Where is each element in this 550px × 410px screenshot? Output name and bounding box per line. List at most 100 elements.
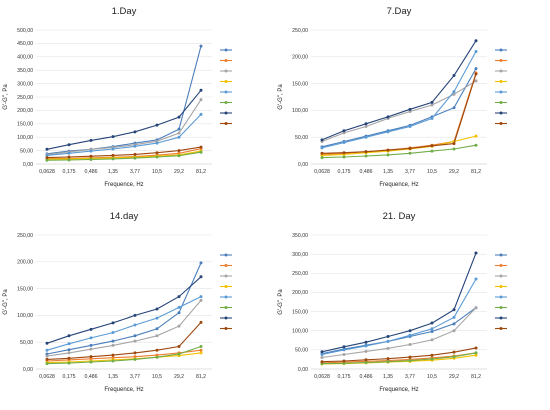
x-tick-label: 3,77 xyxy=(405,374,415,380)
series-line xyxy=(321,307,477,355)
chart-title: 21. Day xyxy=(383,211,416,222)
data-point xyxy=(177,344,181,348)
y-tick-label: 250,00 xyxy=(17,233,33,239)
y-tick-label: 300,00 xyxy=(17,81,33,87)
data-point xyxy=(177,311,181,315)
data-point xyxy=(89,357,93,361)
data-point xyxy=(89,327,93,331)
y-tick-label: 150,00 xyxy=(292,309,308,315)
y-tick-label: 100,00 xyxy=(17,313,33,319)
data-point xyxy=(474,346,478,350)
data-point xyxy=(364,135,368,139)
data-point xyxy=(342,129,346,133)
x-tick-label: 1,35 xyxy=(108,374,118,380)
series-line xyxy=(321,347,477,363)
data-point xyxy=(342,359,346,363)
series-line xyxy=(321,135,477,156)
data-point xyxy=(430,103,434,107)
data-point xyxy=(155,355,159,359)
y-tick-label: 500,00 xyxy=(17,28,33,34)
data-point xyxy=(342,361,346,365)
data-point xyxy=(45,354,49,358)
data-point xyxy=(89,149,93,153)
y-tick-label: 300,00 xyxy=(292,252,308,258)
data-point xyxy=(133,323,137,327)
data-point xyxy=(155,353,159,357)
data-point xyxy=(320,350,324,354)
data-point xyxy=(67,361,71,365)
data-point xyxy=(89,347,93,351)
data-point xyxy=(474,49,478,53)
data-point xyxy=(408,355,412,359)
x-tick-label: 3,77 xyxy=(130,169,140,175)
data-point xyxy=(386,153,390,157)
x-tick-label: 29,2 xyxy=(449,169,459,175)
legend-marker xyxy=(499,306,503,309)
data-point xyxy=(177,154,181,158)
data-point xyxy=(111,339,115,343)
x-tick-label: 0,175 xyxy=(63,374,76,380)
chart-title: 14.day xyxy=(110,211,139,222)
legend-marker xyxy=(224,90,228,94)
data-point xyxy=(199,44,203,48)
data-point xyxy=(89,157,93,161)
data-point xyxy=(452,90,456,94)
data-point xyxy=(474,143,478,147)
data-point xyxy=(430,327,434,331)
data-point xyxy=(342,348,346,352)
data-point xyxy=(155,334,159,338)
y-tick-label: 150,00 xyxy=(17,286,33,292)
data-point xyxy=(199,298,203,302)
y-tick-label: 400,00 xyxy=(17,55,33,61)
data-point xyxy=(45,362,49,366)
chart-panel-day-21: 21. Day 0,00 50,00 100,00 150,00 200,00 250,00… xyxy=(278,211,507,393)
data-point xyxy=(89,138,93,142)
legend-marker xyxy=(499,59,503,62)
series-line xyxy=(46,262,202,355)
data-point xyxy=(320,146,324,150)
data-point xyxy=(408,124,412,128)
data-point xyxy=(199,348,203,352)
x-tick-label: 29,2 xyxy=(174,169,184,175)
data-point xyxy=(320,360,324,364)
data-point xyxy=(452,350,456,354)
data-point xyxy=(199,261,203,265)
data-point xyxy=(133,156,137,160)
data-point xyxy=(199,112,203,116)
data-point xyxy=(364,124,368,128)
data-point xyxy=(364,358,368,362)
data-point xyxy=(133,339,137,343)
y-axis-label: G'-G'', Pa xyxy=(3,84,9,110)
data-point xyxy=(452,329,456,333)
chart-panel-day-7: 7.Day 0,00 50,00 100,00 150,00 200,00 250,00 0,… xyxy=(278,6,507,188)
data-point xyxy=(430,357,434,361)
data-point xyxy=(45,352,49,356)
data-point xyxy=(474,351,478,355)
x-tick-label: 0,0628 xyxy=(39,374,55,380)
legend-marker xyxy=(499,80,503,83)
y-tick-label: 0,00 xyxy=(298,367,308,373)
x-tick-label: 0,486 xyxy=(85,374,98,380)
data-point xyxy=(177,305,181,309)
series-line xyxy=(46,89,202,150)
data-point xyxy=(430,100,434,104)
legend-marker xyxy=(499,69,503,73)
data-point xyxy=(430,338,434,342)
data-point xyxy=(155,316,159,320)
data-point xyxy=(408,359,412,363)
x-tick-label: 3,77 xyxy=(405,169,415,175)
data-point xyxy=(89,355,93,359)
data-point xyxy=(342,131,346,135)
data-point xyxy=(45,147,49,151)
data-point xyxy=(386,360,390,364)
x-tick-label: 81,2 xyxy=(196,169,206,175)
series-line xyxy=(321,73,477,154)
data-point xyxy=(89,336,93,340)
data-point xyxy=(320,153,324,157)
y-tick-label: 100,00 xyxy=(292,329,308,335)
x-tick-label: 10,5 xyxy=(152,169,162,175)
data-point xyxy=(89,360,93,364)
data-point xyxy=(408,109,412,113)
data-point xyxy=(111,356,115,360)
data-point xyxy=(386,346,390,350)
